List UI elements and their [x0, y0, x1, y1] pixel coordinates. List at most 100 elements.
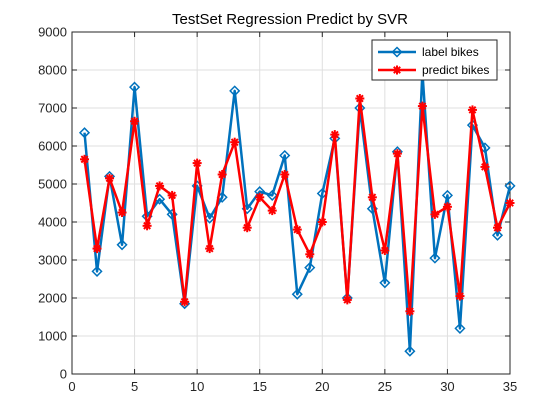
- star-stroke: [230, 138, 239, 147]
- data-point-predict-bikes: [405, 306, 415, 316]
- data-point-predict-bikes: [80, 154, 90, 164]
- data-point-predict-bikes: [117, 208, 127, 217]
- series-predict-bikes: [80, 94, 515, 316]
- data-point-label-bikes: [91, 265, 103, 277]
- star-stroke: [456, 292, 464, 301]
- data-point-label-bikes: [266, 189, 278, 201]
- star-stroke: [80, 155, 89, 164]
- data-point-predict-bikes: [367, 192, 377, 202]
- star-stroke: [205, 244, 214, 253]
- data-point-label-bikes: [429, 252, 441, 264]
- data-point-label-bikes: [504, 180, 516, 192]
- data-point-predict-bikes: [205, 244, 215, 254]
- data-point-label-bikes: [454, 322, 466, 334]
- data-point-predict-bikes: [505, 198, 515, 208]
- y-tick-label: 6000: [38, 139, 67, 154]
- y-tick-label: 5000: [38, 177, 67, 192]
- data-point-predict-bikes: [417, 101, 427, 111]
- data-point-predict-bikes: [167, 190, 177, 200]
- star-stroke: [93, 244, 101, 253]
- star-stroke: [506, 199, 514, 207]
- data-point-label-bikes: [379, 277, 391, 289]
- star-stroke: [243, 223, 252, 232]
- legend-item-label-bikes: label bikes: [378, 45, 479, 59]
- data-point-label-bikes: [479, 142, 491, 154]
- data-point-label-bikes: [491, 229, 504, 241]
- data-point-predict-bikes: [480, 162, 490, 172]
- data-point-predict-bikes: [217, 170, 227, 179]
- star-stroke: [493, 223, 502, 232]
- data-point-label-bikes: [441, 189, 453, 201]
- star-stroke: [443, 202, 452, 211]
- star-stroke: [305, 250, 314, 259]
- y-tick-label: 3000: [38, 253, 67, 268]
- star-stroke: [368, 193, 377, 202]
- y-tick-label: 8000: [38, 63, 67, 78]
- data-point-predict-bikes: [142, 221, 152, 231]
- star-stroke: [280, 170, 289, 179]
- legend-marker-predict-bikes: [392, 65, 402, 75]
- star-stroke: [105, 174, 114, 183]
- star-stroke: [218, 170, 227, 179]
- data-point-label-bikes: [316, 187, 328, 200]
- data-point-predict-bikes: [455, 291, 465, 301]
- star-stroke: [393, 66, 401, 74]
- star-stroke: [330, 130, 339, 139]
- star-stroke: [355, 94, 364, 103]
- data-point-label-bikes: [291, 288, 303, 300]
- x-tick-label: 35: [503, 379, 517, 394]
- data-point-predict-bikes: [430, 209, 440, 219]
- x-tick-label: 30: [440, 379, 454, 394]
- data-point-label-bikes: [304, 262, 316, 274]
- star-stroke: [268, 206, 277, 215]
- data-point-predict-bikes: [442, 202, 452, 212]
- star-stroke: [418, 102, 427, 111]
- y-tick-label: 0: [60, 367, 67, 382]
- data-point-predict-bikes: [467, 105, 477, 115]
- y-tick-label: 9000: [38, 25, 67, 40]
- y-axis: 0 1000 2000 3000 4000 5000 6000 7000 8000 9000: [38, 25, 510, 382]
- data-point-label-bikes: [404, 345, 416, 357]
- star-stroke: [180, 297, 189, 306]
- series-layer: [78, 66, 516, 357]
- data-point-predict-bikes: [355, 94, 365, 103]
- chart-title: TestSet Regression Predict by SVR: [172, 11, 408, 28]
- data-point-predict-bikes: [255, 192, 265, 202]
- y-tick-label: 4000: [38, 215, 67, 230]
- legend-item-predict-bikes: predict bikes: [378, 63, 489, 77]
- data-point-predict-bikes: [267, 206, 277, 216]
- star-stroke: [155, 181, 164, 190]
- data-point-predict-bikes: [492, 223, 502, 233]
- x-tick-label: 10: [190, 379, 204, 394]
- legend-label-label-bikes: label bikes: [422, 45, 479, 59]
- data-point-label-bikes: [129, 81, 141, 93]
- star-stroke: [380, 246, 389, 255]
- star-stroke: [431, 210, 439, 219]
- data-point-label-bikes: [204, 212, 216, 224]
- data-point-predict-bikes: [92, 244, 102, 254]
- star-stroke: [393, 149, 402, 158]
- data-point-predict-bikes: [105, 173, 115, 183]
- x-tick-label: 20: [315, 379, 329, 394]
- star-stroke: [318, 218, 327, 226]
- x-axis: 0 5 10 15 20 25 30 35: [68, 32, 517, 394]
- data-point-predict-bikes: [242, 223, 252, 233]
- data-point-predict-bikes: [392, 149, 402, 159]
- star-stroke: [255, 193, 264, 202]
- data-point-predict-bikes: [155, 181, 165, 191]
- data-point-predict-bikes: [317, 217, 327, 227]
- star-stroke: [405, 307, 414, 316]
- star-stroke: [468, 105, 477, 114]
- x-tick-label: 5: [131, 379, 138, 394]
- data-point-label-bikes: [279, 149, 291, 162]
- star-stroke: [293, 225, 302, 234]
- data-point-predict-bikes: [180, 297, 190, 307]
- data-point-predict-bikes: [330, 130, 340, 140]
- y-tick-label: 1000: [38, 329, 67, 344]
- data-point-predict-bikes: [380, 246, 390, 255]
- data-point-predict-bikes: [292, 225, 302, 235]
- x-tick-label: 15: [252, 379, 266, 394]
- legend: label bikes predict bikes: [371, 39, 498, 81]
